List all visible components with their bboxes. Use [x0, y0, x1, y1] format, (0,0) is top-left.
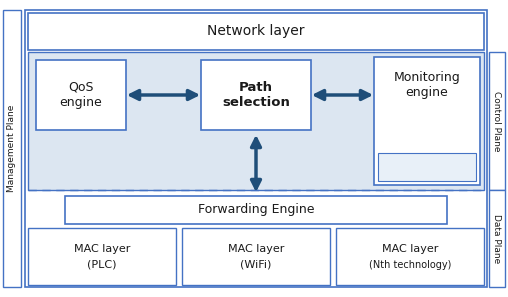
Text: QoS
engine: QoS engine: [59, 81, 103, 109]
FancyBboxPatch shape: [25, 10, 487, 287]
Text: (WiFi): (WiFi): [240, 260, 272, 269]
FancyBboxPatch shape: [336, 228, 484, 285]
FancyBboxPatch shape: [28, 52, 484, 190]
FancyBboxPatch shape: [3, 10, 21, 287]
FancyBboxPatch shape: [374, 57, 480, 185]
FancyBboxPatch shape: [182, 228, 330, 285]
FancyBboxPatch shape: [378, 153, 476, 181]
Text: MAC layer: MAC layer: [74, 244, 130, 255]
Text: Management Plane: Management Plane: [8, 105, 16, 192]
Text: (Nth technology): (Nth technology): [369, 260, 451, 269]
Text: Forwarding Engine: Forwarding Engine: [198, 203, 314, 217]
FancyBboxPatch shape: [28, 228, 176, 285]
FancyBboxPatch shape: [489, 52, 505, 190]
FancyBboxPatch shape: [489, 190, 505, 287]
Text: Inter-MAC
adapter: Inter-MAC adapter: [405, 157, 449, 177]
Text: Data Plane: Data Plane: [492, 214, 501, 263]
FancyBboxPatch shape: [36, 60, 126, 130]
FancyBboxPatch shape: [65, 196, 447, 224]
Text: Control Plane: Control Plane: [492, 91, 501, 151]
FancyBboxPatch shape: [28, 13, 484, 50]
Text: Monitoring
engine: Monitoring engine: [394, 71, 460, 99]
Text: MAC layer: MAC layer: [382, 244, 438, 255]
FancyBboxPatch shape: [201, 60, 311, 130]
Text: MAC layer: MAC layer: [228, 244, 284, 255]
Text: Network layer: Network layer: [207, 24, 305, 39]
Text: (PLC): (PLC): [87, 260, 117, 269]
Text: Path
selection: Path selection: [222, 81, 290, 109]
